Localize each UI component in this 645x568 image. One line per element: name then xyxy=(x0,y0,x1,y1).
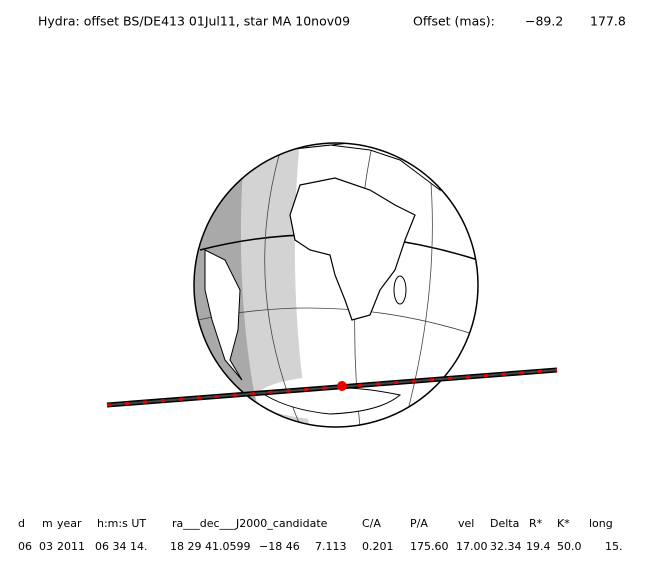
column-header: C/A xyxy=(362,517,381,530)
event-table: d m year h:m:s UT ra___dec___J2000_candidate… xyxy=(18,517,623,553)
table-cell: 03 xyxy=(39,540,53,553)
title: Hydra: offset BS/DE413 01Jul11, star MA … xyxy=(38,14,350,29)
column-header: year xyxy=(57,517,82,530)
table-cell: 0.201 xyxy=(362,540,394,553)
table-cell: 06 34 14. xyxy=(95,540,147,553)
column-header: h:m:s UT xyxy=(97,517,146,530)
column-header: vel xyxy=(458,517,474,530)
column-header: m xyxy=(42,517,53,530)
table-cell: 175.60 xyxy=(410,540,449,553)
shadow-path xyxy=(106,367,558,408)
table-cell: 19.4 xyxy=(526,540,551,553)
table-cell: 50.0 xyxy=(557,540,582,553)
table-cell: 2011 xyxy=(57,540,85,553)
column-header: long xyxy=(589,517,613,530)
offset-label: Offset (mas): xyxy=(413,14,495,29)
table-cell: 32.34 xyxy=(490,540,522,553)
column-header: P/A xyxy=(410,517,428,530)
table-cell: −18 46 xyxy=(259,540,300,553)
table-cell: 17.00 xyxy=(456,540,488,553)
table-cell: 06 xyxy=(18,540,32,553)
table-cell: 15. xyxy=(605,540,623,553)
column-header: R* xyxy=(529,517,543,530)
column-header: d xyxy=(18,517,25,530)
column-header: ra___dec___J2000_candidate xyxy=(172,517,328,530)
offset-dec: 177.8 xyxy=(590,14,626,29)
table-cell: 7.113 xyxy=(315,540,347,553)
column-header: Delta xyxy=(490,517,519,530)
table-cell: 18 29 41.0599 xyxy=(170,540,250,553)
offset-ra: −89.2 xyxy=(525,14,563,29)
column-header: K* xyxy=(557,517,570,530)
